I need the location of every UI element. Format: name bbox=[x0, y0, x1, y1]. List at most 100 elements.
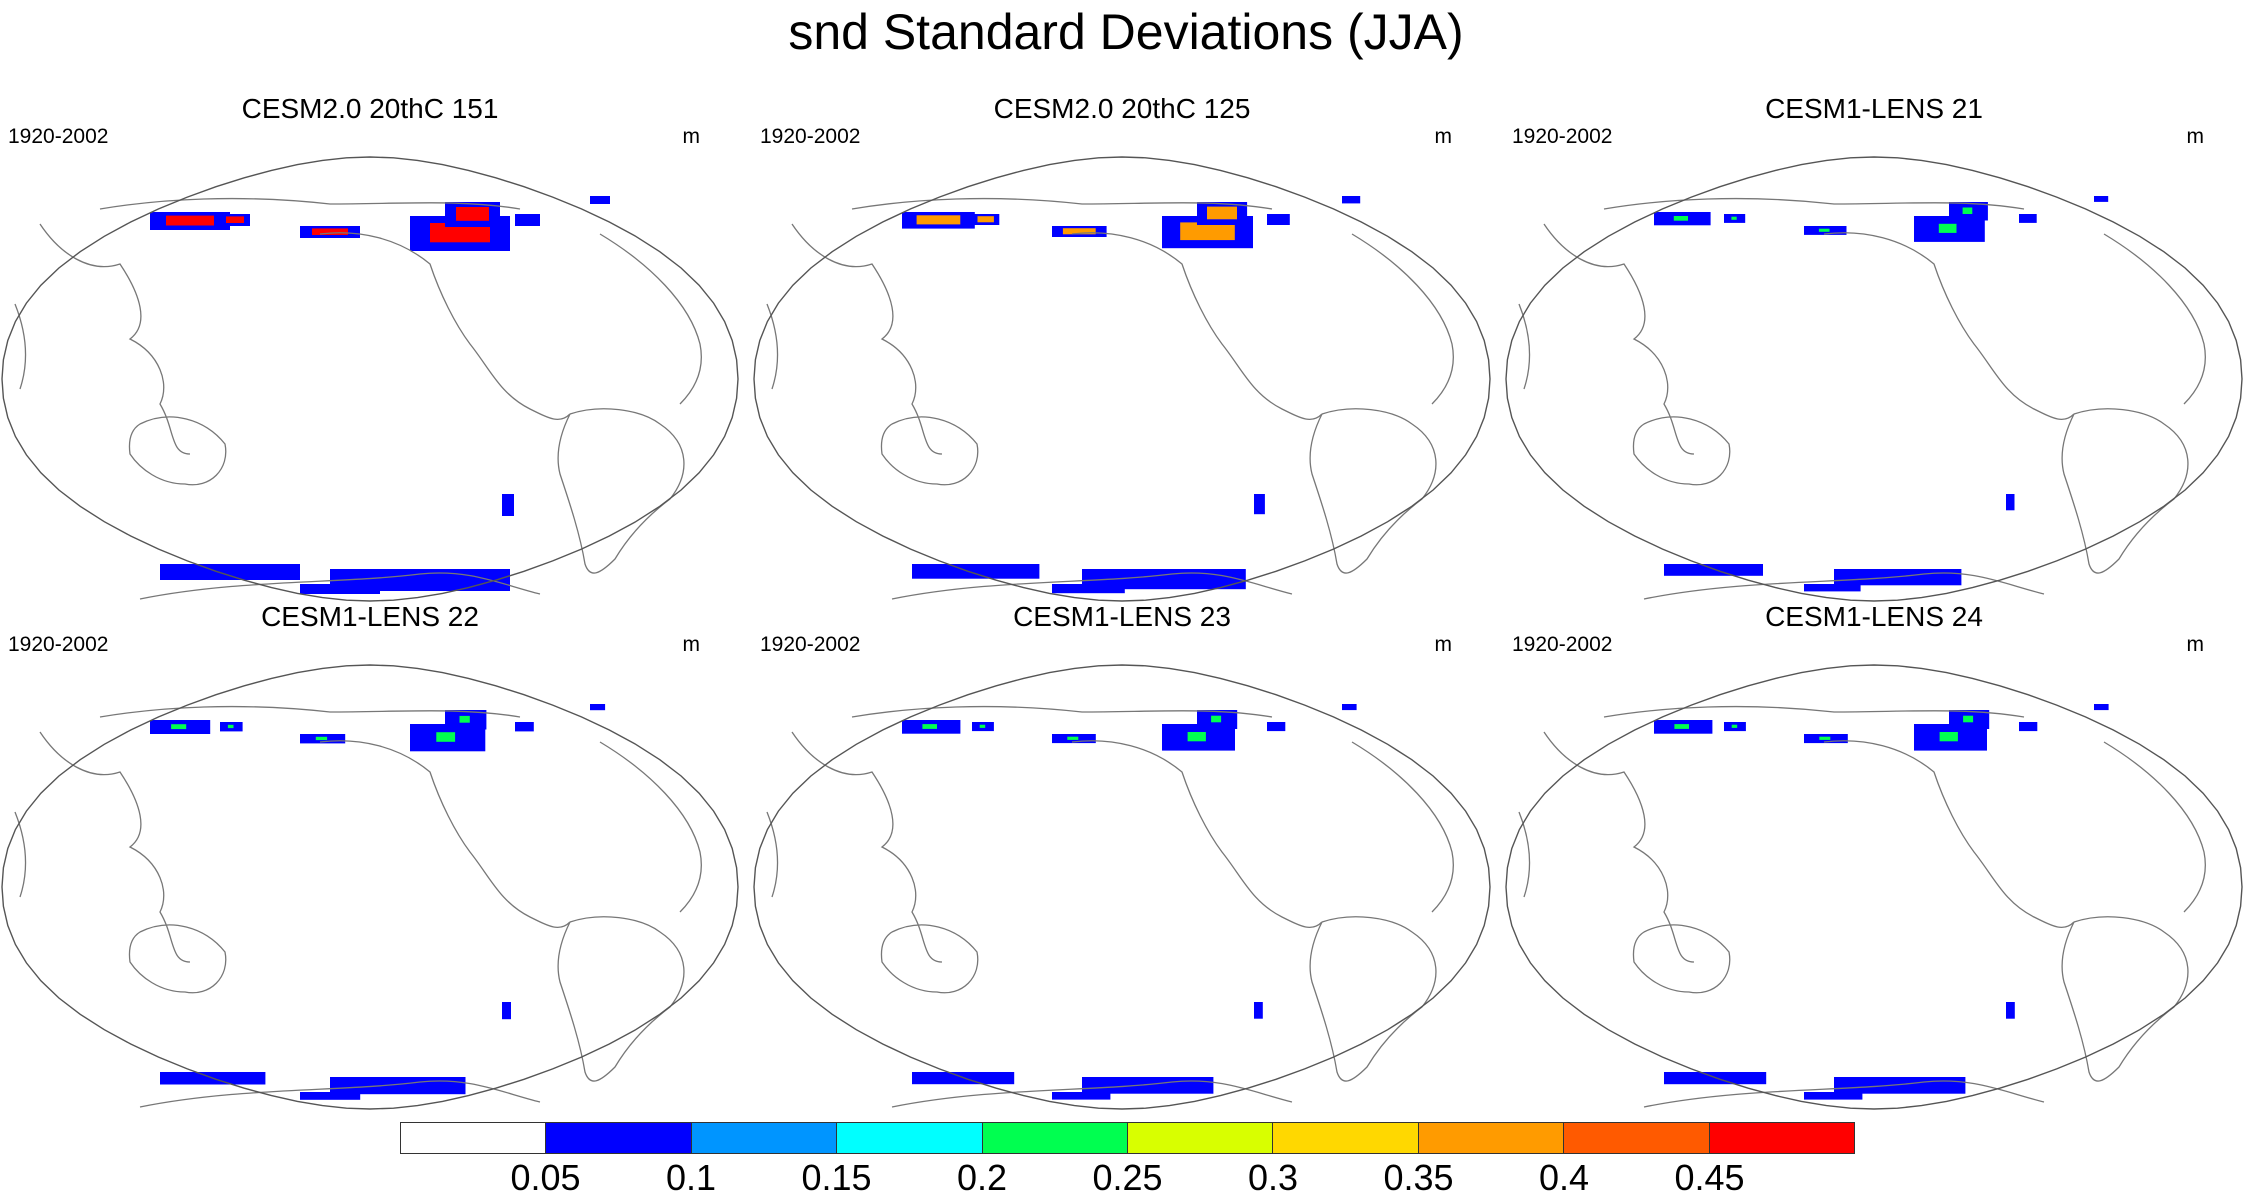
colorbar-label: 0.45 bbox=[1674, 1157, 1745, 1198]
snow-field bbox=[150, 704, 606, 1100]
snow-patch bbox=[300, 584, 380, 594]
snow-patch bbox=[1804, 584, 1861, 592]
snow-patch bbox=[2019, 722, 2038, 732]
coastline bbox=[39, 731, 191, 963]
coastline bbox=[880, 416, 979, 486]
snow-patch bbox=[1052, 1092, 1111, 1100]
snow-patch bbox=[2006, 1002, 2015, 1019]
coastline bbox=[880, 924, 979, 994]
coastline bbox=[599, 233, 702, 405]
snow-patch bbox=[1342, 704, 1357, 711]
colorbar-box bbox=[1128, 1122, 1274, 1154]
snow-patch bbox=[1254, 1002, 1263, 1019]
coastline bbox=[599, 741, 702, 913]
coastline bbox=[14, 303, 27, 390]
coastline bbox=[1603, 705, 2025, 718]
coastline bbox=[1071, 740, 1323, 929]
snow-patch-mid bbox=[1819, 736, 1831, 740]
snow-patch-mid bbox=[459, 715, 470, 723]
snow-patch-mid bbox=[1963, 715, 1974, 723]
coastline bbox=[1543, 731, 1695, 963]
coastline bbox=[1351, 233, 1454, 405]
coastline bbox=[39, 223, 191, 455]
snow-patch-mid bbox=[1067, 736, 1079, 740]
snow-field bbox=[1654, 196, 2109, 592]
snow-patch bbox=[1804, 1092, 1863, 1100]
map-outline bbox=[1, 156, 739, 602]
robinson-map bbox=[753, 156, 1491, 602]
coastline bbox=[1309, 408, 1437, 574]
snow-patch-mid bbox=[1731, 216, 1737, 220]
robinson-map bbox=[1505, 156, 2243, 602]
coastline bbox=[1351, 741, 1454, 913]
snow-patch-high bbox=[916, 215, 961, 225]
coastline bbox=[891, 572, 1293, 600]
snow-patch bbox=[300, 1092, 361, 1100]
coastline bbox=[1071, 232, 1323, 421]
snow-patch-high bbox=[430, 223, 490, 243]
map-panel-3: CESM1-LENS 21 1920-2002 m bbox=[1504, 92, 2244, 612]
colorbar-label: 0.2 bbox=[956, 1157, 1008, 1198]
coastline bbox=[791, 731, 943, 963]
snow-patch-high bbox=[1180, 222, 1235, 241]
colorbar-box bbox=[1564, 1122, 1710, 1154]
colorbar-label: 0.15 bbox=[801, 1157, 872, 1198]
map-panel-2: CESM2.0 20thC 125 1920-2002 m bbox=[752, 92, 1492, 612]
coastline bbox=[319, 232, 571, 421]
snow-patch-high bbox=[977, 216, 994, 223]
colorbar-box bbox=[546, 1122, 692, 1154]
coastline bbox=[2103, 233, 2206, 405]
figure-title: snd Standard Deviations (JJA) bbox=[788, 4, 1464, 60]
colorbar bbox=[400, 1122, 1856, 1154]
snow-patch bbox=[590, 196, 610, 204]
colorbar-label: 0.1 bbox=[665, 1157, 717, 1198]
snow-patch-mid bbox=[1939, 732, 1958, 742]
coastline bbox=[2061, 916, 2189, 1082]
period-label: 1920-2002 bbox=[1512, 125, 1613, 148]
map-outline bbox=[1505, 664, 2243, 1110]
snow-patch-high bbox=[1062, 228, 1096, 235]
coastlines bbox=[766, 197, 1454, 600]
map-panel-5: CESM1-LENS 23 1920-2002 m bbox=[752, 600, 1492, 1120]
snow-patch-mid bbox=[171, 724, 187, 730]
colorbar-box bbox=[1273, 1122, 1419, 1154]
coastlines bbox=[1518, 705, 2206, 1108]
colorbar-box bbox=[1709, 1122, 1856, 1154]
coastline bbox=[891, 1080, 1293, 1108]
robinson-map bbox=[1, 664, 739, 1110]
coastline bbox=[319, 740, 571, 929]
snow-patch bbox=[1254, 494, 1265, 515]
snow-patch-high bbox=[226, 216, 244, 223]
coastline bbox=[99, 705, 521, 718]
units-label: m bbox=[2186, 125, 2205, 148]
coastline bbox=[14, 811, 27, 898]
snow-patch bbox=[1342, 196, 1361, 204]
snow-patch-mid bbox=[315, 736, 328, 741]
coastline bbox=[2061, 408, 2189, 574]
map-outline bbox=[753, 156, 1491, 602]
coastline bbox=[139, 572, 541, 600]
snow-patch-high bbox=[312, 228, 348, 235]
colorbar-label: 0.05 bbox=[510, 1157, 581, 1198]
snow-patch-mid bbox=[1938, 223, 1957, 233]
colorbar-box bbox=[400, 1122, 547, 1154]
snow-patch-mid bbox=[1962, 207, 1973, 214]
panel-title: CESM1-LENS 23 bbox=[1013, 601, 1231, 632]
units-label: m bbox=[682, 125, 701, 148]
coastline bbox=[791, 223, 943, 455]
coastlines bbox=[766, 705, 1454, 1108]
coastline bbox=[766, 303, 779, 390]
snow-patch-high bbox=[456, 207, 489, 221]
snow-field bbox=[902, 196, 1361, 594]
coastline bbox=[557, 408, 685, 574]
snow-patch bbox=[502, 494, 514, 516]
coastline bbox=[557, 916, 685, 1082]
robinson-map bbox=[1505, 664, 2243, 1110]
coastline bbox=[1643, 1080, 2045, 1108]
units-label: m bbox=[1434, 125, 1453, 148]
units-label: m bbox=[2186, 633, 2205, 656]
snow-patch-high bbox=[1207, 206, 1237, 220]
coastline bbox=[851, 705, 1273, 718]
snow-patch-mid bbox=[1674, 724, 1689, 729]
coastline bbox=[2103, 741, 2206, 913]
